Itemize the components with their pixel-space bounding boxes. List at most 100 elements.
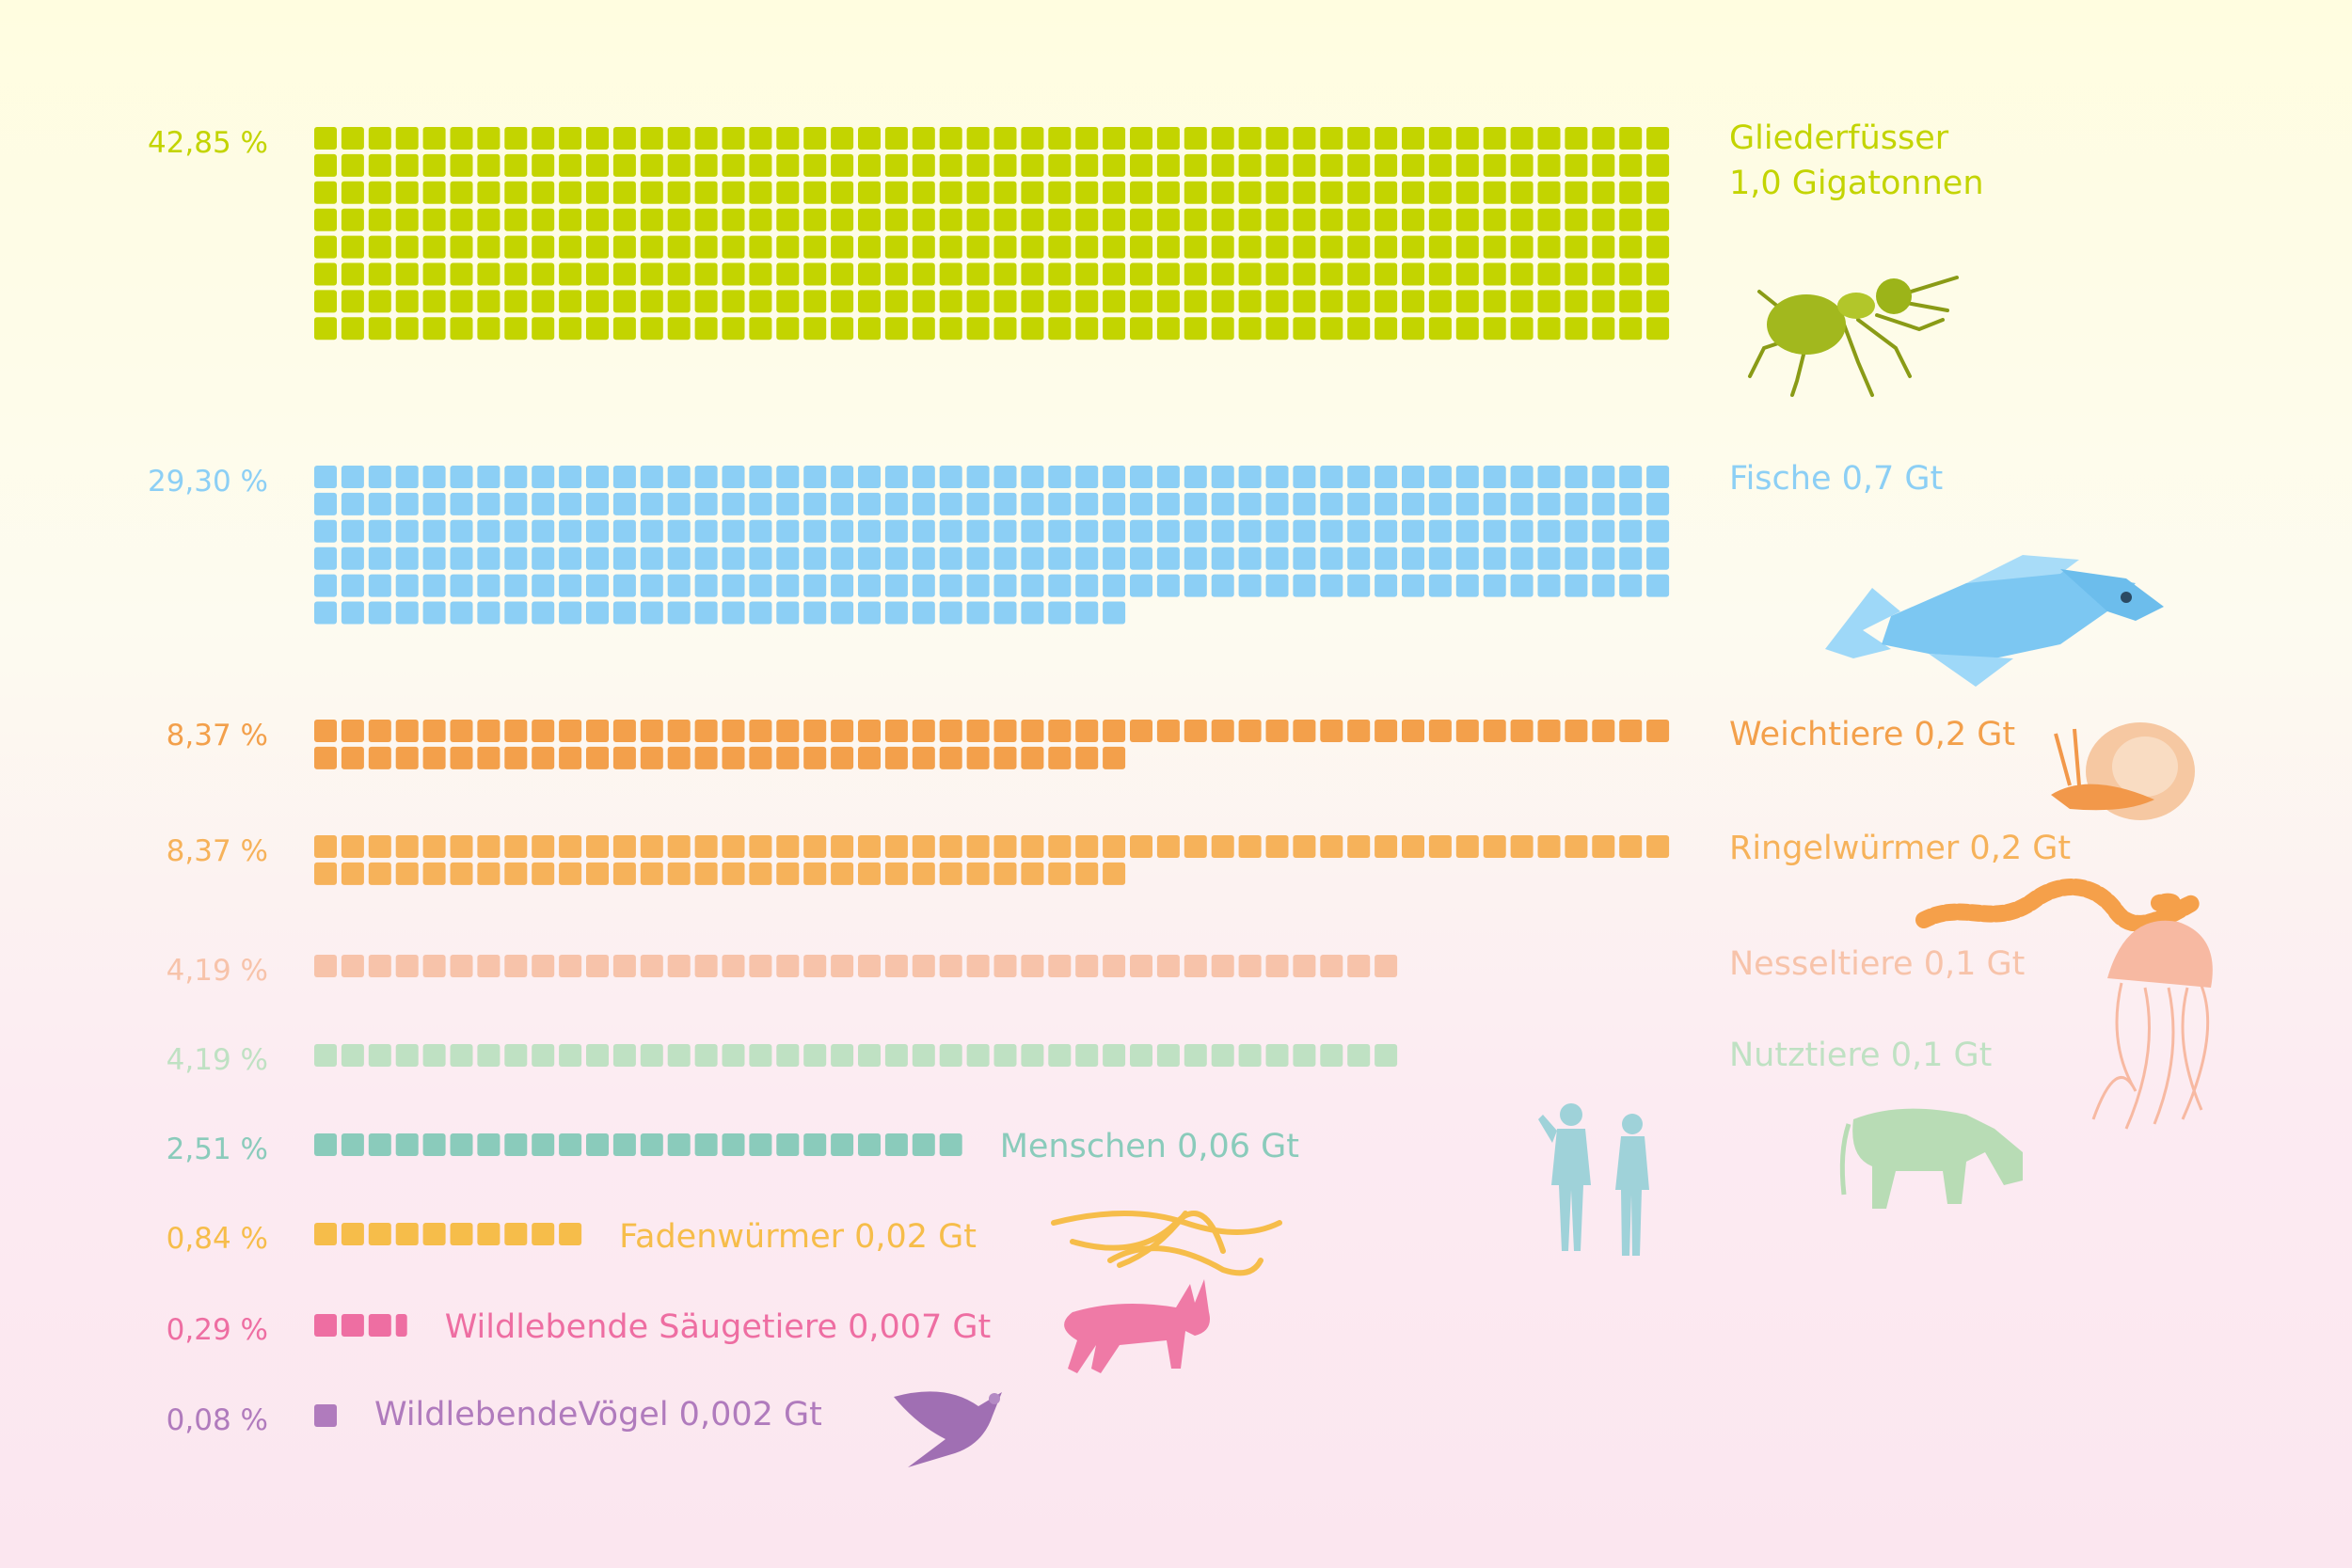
waffle-square bbox=[939, 290, 962, 313]
waffle-square bbox=[368, 519, 391, 543]
waffle-square bbox=[559, 862, 582, 885]
waffle-square bbox=[504, 181, 528, 204]
waffle-square bbox=[395, 1223, 419, 1245]
waffle-square bbox=[395, 1314, 407, 1337]
waffle-square bbox=[450, 746, 473, 769]
waffle-square bbox=[1646, 262, 1670, 286]
waffle-square bbox=[586, 290, 609, 313]
waffle-square bbox=[504, 1133, 528, 1156]
waffle-square bbox=[1619, 720, 1643, 742]
waffle-square bbox=[314, 574, 337, 597]
waffle-square bbox=[341, 208, 364, 231]
waffle-square bbox=[612, 835, 636, 858]
waffle-square bbox=[1156, 519, 1180, 543]
waffle-square bbox=[694, 290, 718, 313]
waffle-square bbox=[395, 1133, 419, 1156]
waffle-square bbox=[831, 492, 854, 515]
waffle-square bbox=[858, 746, 881, 769]
waffle-square bbox=[1211, 835, 1234, 858]
waffle-square bbox=[1103, 466, 1126, 488]
waffle-square bbox=[395, 574, 419, 597]
waffle-square bbox=[1402, 546, 1424, 570]
waffle-square bbox=[884, 492, 908, 515]
waffle-square bbox=[858, 1044, 881, 1067]
nematode-icon bbox=[1051, 1211, 1282, 1276]
waffle-square bbox=[1075, 235, 1099, 259]
waffle-square bbox=[966, 862, 990, 885]
waffle-square bbox=[912, 153, 935, 177]
waffle-square bbox=[1428, 290, 1452, 313]
waffle-square bbox=[1238, 1044, 1262, 1067]
waffle-square bbox=[422, 862, 446, 885]
waffle-square bbox=[341, 955, 364, 977]
waffle-square bbox=[1320, 720, 1343, 742]
waffle-square bbox=[640, 290, 663, 313]
waffle-square bbox=[532, 262, 555, 286]
waffle-square bbox=[749, 574, 772, 597]
waffle-square bbox=[993, 153, 1017, 177]
waffle-square bbox=[939, 181, 962, 204]
waffle-square bbox=[1537, 153, 1561, 177]
waffle-square bbox=[368, 601, 391, 625]
waffle-square bbox=[1320, 546, 1343, 570]
waffle-square bbox=[450, 720, 473, 742]
waffle-square bbox=[368, 574, 391, 597]
waffle-square bbox=[776, 127, 800, 150]
waffle-square bbox=[912, 317, 935, 341]
waffle-square bbox=[884, 955, 908, 977]
waffle-square bbox=[341, 1314, 364, 1337]
waffle-square bbox=[559, 492, 582, 515]
waffle-square bbox=[1130, 466, 1152, 488]
waffle-square bbox=[640, 1133, 663, 1156]
waffle-square bbox=[694, 466, 718, 488]
waffle-square bbox=[504, 492, 528, 515]
waffle-square bbox=[1075, 127, 1099, 150]
waffle-square bbox=[831, 1044, 854, 1067]
waffle-square bbox=[450, 601, 473, 625]
waffle-square bbox=[884, 1044, 908, 1067]
jellyfish-icon bbox=[2091, 920, 2213, 1130]
waffle-square bbox=[1646, 208, 1670, 231]
waffle-square bbox=[1265, 262, 1289, 286]
waffle-square bbox=[504, 955, 528, 977]
waffle-square bbox=[1265, 1044, 1289, 1067]
waffle-square bbox=[422, 235, 446, 259]
waffle-square bbox=[884, 1133, 908, 1156]
waffle-square bbox=[477, 1133, 501, 1156]
waffle-square bbox=[422, 492, 446, 515]
waffle-square bbox=[749, 492, 772, 515]
category-label: 1,0 Gigatonnen bbox=[1729, 165, 1984, 202]
waffle-square bbox=[1156, 955, 1180, 977]
waffle-square bbox=[450, 519, 473, 543]
waffle-square bbox=[966, 546, 990, 570]
waffle-square bbox=[1320, 235, 1343, 259]
waffle-square bbox=[694, 955, 718, 977]
waffle-square bbox=[504, 746, 528, 769]
waffle-square bbox=[939, 720, 962, 742]
waffle-square bbox=[504, 546, 528, 570]
waffle-square bbox=[1265, 317, 1289, 341]
waffle-square bbox=[368, 955, 391, 977]
waffle-square bbox=[504, 153, 528, 177]
waffle-square bbox=[1211, 127, 1234, 150]
waffle-square bbox=[1320, 262, 1343, 286]
waffle-square bbox=[884, 574, 908, 597]
waffle-square bbox=[586, 235, 609, 259]
waffle-square bbox=[1238, 290, 1262, 313]
waffle-square bbox=[912, 720, 935, 742]
waffle-square bbox=[532, 1044, 555, 1067]
waffle-square bbox=[1455, 546, 1479, 570]
waffle-square bbox=[1156, 127, 1180, 150]
waffle-square bbox=[559, 235, 582, 259]
waffle-square bbox=[993, 466, 1017, 488]
waffle-square bbox=[858, 153, 881, 177]
waffle-square bbox=[1048, 955, 1072, 977]
waffle-square bbox=[939, 127, 962, 150]
waffle-square bbox=[966, 746, 990, 769]
waffle-square bbox=[1238, 153, 1262, 177]
waffle-square bbox=[1265, 466, 1289, 488]
waffle-square bbox=[504, 1223, 528, 1245]
waffle-square bbox=[694, 574, 718, 597]
waffle-square bbox=[722, 1044, 745, 1067]
waffle-square bbox=[1619, 127, 1643, 150]
